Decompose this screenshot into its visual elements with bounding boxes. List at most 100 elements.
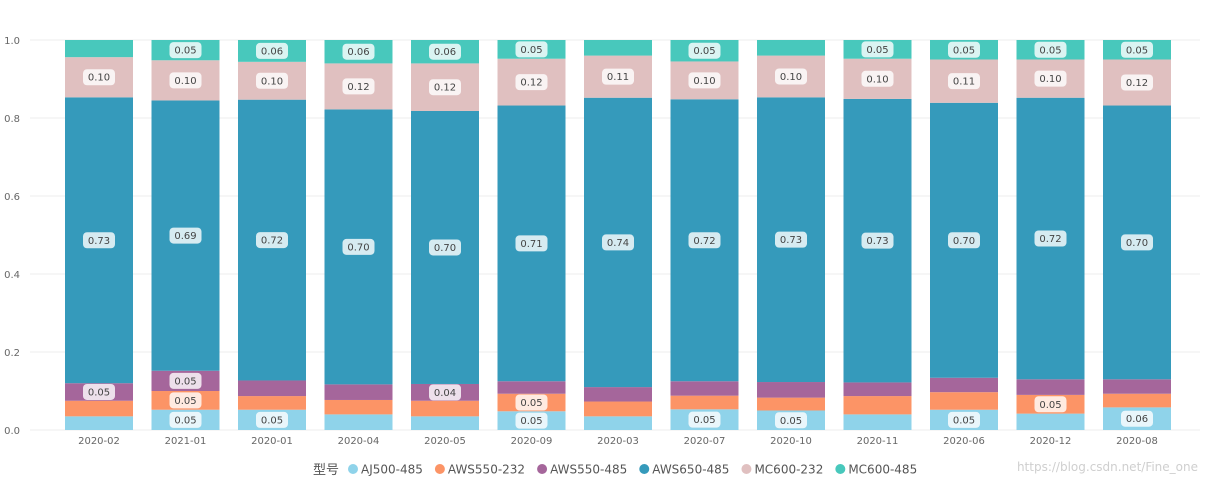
data-label: 0.06 xyxy=(347,47,369,58)
data-label-box xyxy=(688,232,721,249)
legend-swatch xyxy=(434,464,445,474)
x-tick-label: 2020-08 xyxy=(1116,436,1158,447)
data-label-box xyxy=(948,73,980,90)
data-label: 0.05 xyxy=(520,416,542,427)
x-tick-label: 2020-09 xyxy=(511,436,553,447)
data-label: 0.04 xyxy=(434,388,456,399)
data-label-box xyxy=(429,239,461,256)
x-tick-label: 2020-01 xyxy=(251,436,293,447)
data-label-box xyxy=(342,43,375,60)
data-label-box xyxy=(1121,74,1153,91)
data-label-box xyxy=(688,42,721,59)
data-label-box xyxy=(83,383,115,400)
y-tick-label: 1.0 xyxy=(4,36,20,47)
bar-segment-aj500-485 xyxy=(324,414,393,430)
data-label-box xyxy=(429,384,461,401)
legend-item-label[interactable]: MC600-232 xyxy=(754,463,823,477)
bar-segment-aws550-232 xyxy=(411,400,479,417)
legend-item-label[interactable]: AWS650-485 xyxy=(652,463,729,477)
data-label: 0.70 xyxy=(347,242,369,253)
data-label-box xyxy=(948,41,980,58)
x-tick-label: 2020-04 xyxy=(338,436,380,447)
data-label: 0.05 xyxy=(953,415,975,426)
data-label: 0.10 xyxy=(1039,74,1061,85)
data-label: 0.12 xyxy=(434,83,456,94)
x-tick-label: 2020-02 xyxy=(78,436,120,447)
data-label-box xyxy=(429,79,461,96)
data-label: 0.05 xyxy=(520,45,542,56)
data-label: 0.05 xyxy=(261,415,283,426)
bar-segment-mc600-485 xyxy=(757,40,825,56)
data-label-box xyxy=(169,392,202,409)
y-tick-label: 0.4 xyxy=(4,270,20,281)
legend: 型号 AJ500-485 AWS550-232 AWS550-485 AWS650-48… xyxy=(313,463,917,479)
data-label-box xyxy=(775,231,807,248)
data-label-box xyxy=(169,227,202,244)
bar-segment-mc600-485 xyxy=(584,40,652,56)
y-tick-label: 0.6 xyxy=(4,192,20,203)
data-label-box xyxy=(688,72,721,89)
data-label: 0.05 xyxy=(174,415,196,426)
data-label: 0.73 xyxy=(88,236,110,247)
data-label-box xyxy=(515,235,548,252)
data-label: 0.72 xyxy=(1039,234,1061,245)
data-label: 0.05 xyxy=(520,398,542,409)
x-tick-label: 2020-03 xyxy=(597,436,639,447)
data-label: 0.11 xyxy=(953,77,975,88)
bar-segment-aws550-485 xyxy=(497,381,566,394)
bar-segment-aws550-232 xyxy=(65,400,133,417)
legend-item-label[interactable]: AWS550-232 xyxy=(448,463,525,477)
legend-swatch xyxy=(639,464,650,474)
bar-segment-aws550-232 xyxy=(238,396,306,410)
data-label-box xyxy=(1034,396,1067,413)
data-label: 0.05 xyxy=(780,416,802,427)
data-label-box xyxy=(169,411,202,428)
data-labels: 0.05 0.73 0.10 0.05 0.05 0.05 0.69 0.10 0.05 0.05… xyxy=(83,41,1153,429)
data-label-box xyxy=(861,41,894,58)
data-label: 0.11 xyxy=(607,72,629,83)
x-tick-label: 2020-10 xyxy=(770,436,812,447)
data-label: 0.05 xyxy=(1039,45,1061,56)
data-label-box xyxy=(342,78,375,95)
data-label-box xyxy=(429,43,461,60)
data-label: 0.05 xyxy=(866,45,888,56)
data-label: 0.10 xyxy=(174,76,196,87)
data-label: 0.06 xyxy=(261,46,283,57)
watermark-text: https://blog.csdn.net/Fine_one xyxy=(1017,460,1198,474)
x-axis: 2020-02 2021-01 2020-01 2020-04 2020-05 2020-… xyxy=(78,436,1158,447)
x-tick-label: 2020-11 xyxy=(857,436,899,447)
bar-segment-aws550-485 xyxy=(757,382,825,398)
legend-item-label[interactable]: AJ500-485 xyxy=(361,463,423,477)
data-label-box xyxy=(602,68,634,85)
data-label: 0.06 xyxy=(1126,414,1148,425)
data-label: 0.05 xyxy=(1126,45,1148,56)
data-label-box xyxy=(775,412,807,429)
legend-item-label[interactable]: AWS550-485 xyxy=(550,463,627,477)
data-label: 0.05 xyxy=(88,387,110,398)
data-label-box xyxy=(602,234,634,251)
data-label: 0.05 xyxy=(174,396,196,407)
legend-swatch xyxy=(348,464,358,474)
data-label: 0.70 xyxy=(953,236,975,247)
data-label: 0.74 xyxy=(607,238,629,249)
data-label: 0.71 xyxy=(520,239,542,250)
data-label-box xyxy=(1034,70,1067,87)
legend-swatch xyxy=(835,464,846,474)
bar-segment-aj500-485 xyxy=(584,416,652,430)
data-label-box xyxy=(515,74,548,91)
data-label-box xyxy=(515,41,548,58)
legend-item-label[interactable]: MC600-485 xyxy=(848,463,917,477)
data-label-box xyxy=(169,72,202,89)
bar-segment-aws550-485 xyxy=(1103,379,1171,394)
data-label: 0.70 xyxy=(1126,238,1148,249)
data-label-box xyxy=(515,394,548,411)
y-tick-label: 0.0 xyxy=(4,426,20,437)
data-label: 0.10 xyxy=(261,76,283,87)
data-label-box xyxy=(256,72,288,89)
data-label-box xyxy=(688,411,721,428)
bar-segment-aws550-485 xyxy=(324,384,393,400)
bar-segment-aj500-485 xyxy=(1016,413,1085,430)
data-label: 0.05 xyxy=(693,415,715,426)
data-label-box xyxy=(515,412,548,429)
